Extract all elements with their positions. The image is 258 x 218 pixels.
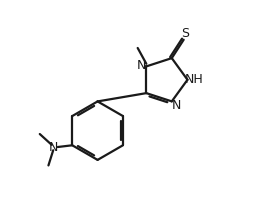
Text: S: S — [181, 27, 189, 40]
Text: NH: NH — [185, 73, 203, 86]
Text: N: N — [137, 60, 146, 72]
Text: N: N — [172, 99, 181, 112]
Text: N: N — [49, 141, 59, 153]
